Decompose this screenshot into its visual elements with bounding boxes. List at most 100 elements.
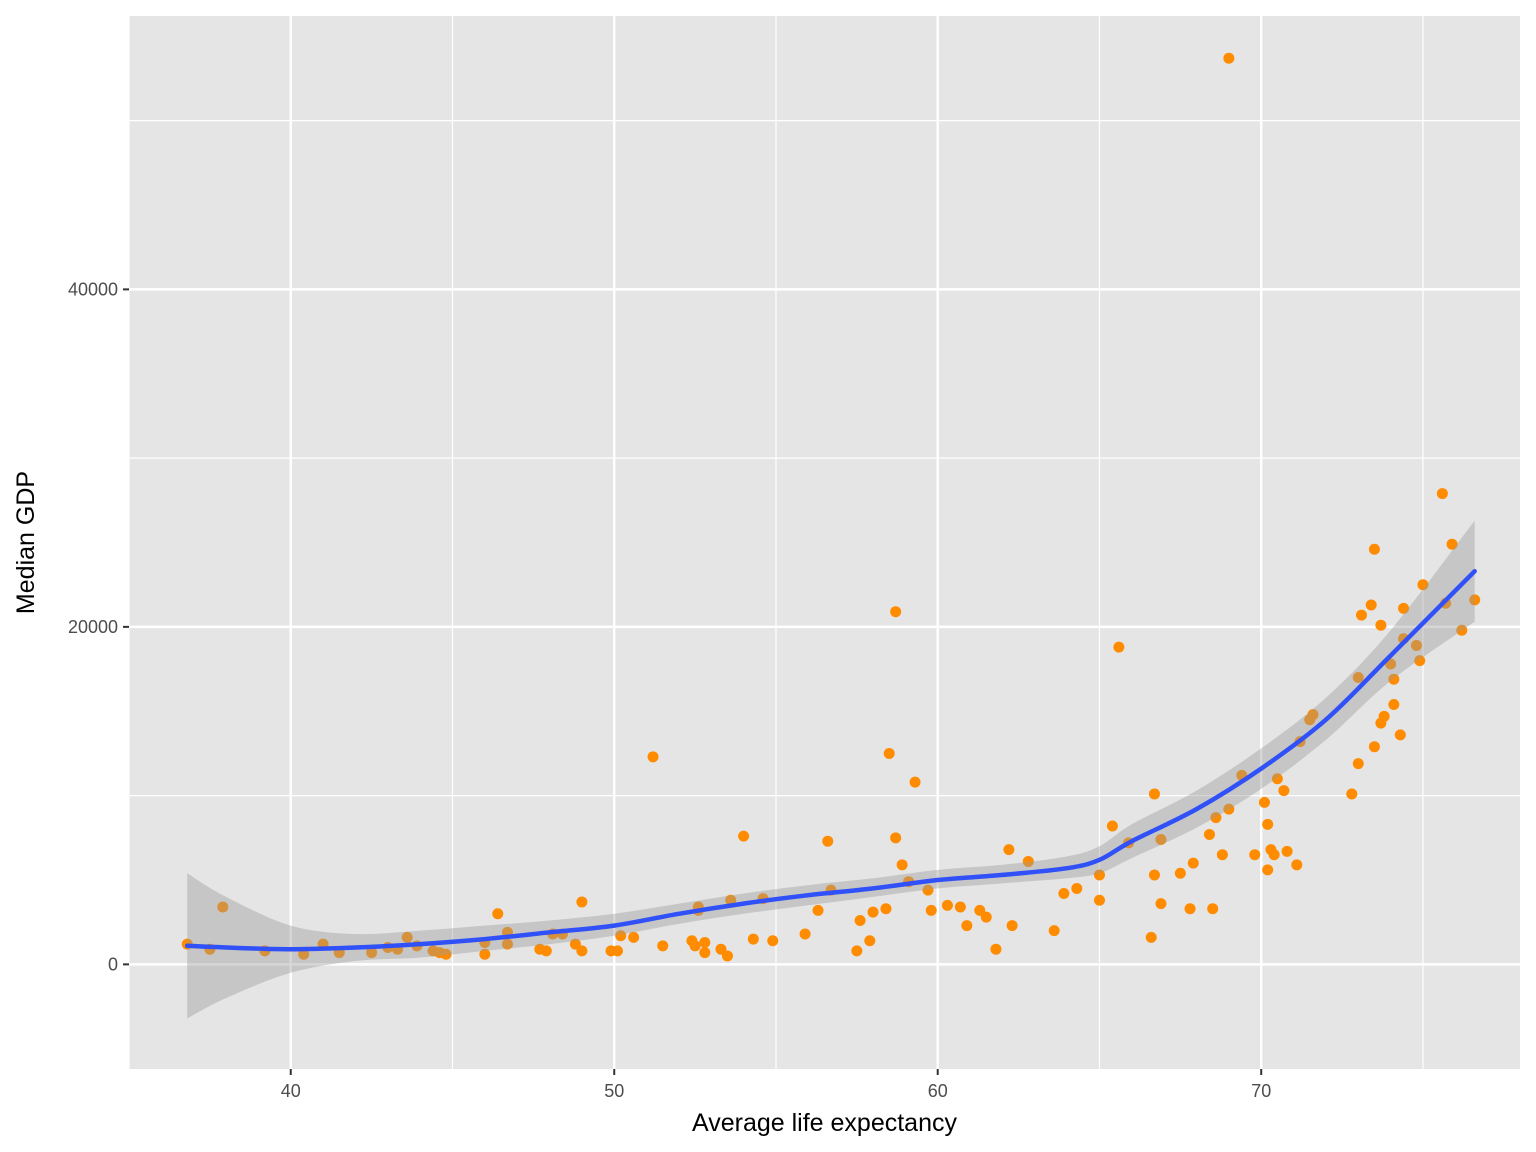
data-point	[217, 901, 229, 913]
data-point	[1446, 538, 1458, 550]
data-point	[1093, 869, 1105, 881]
data-point	[1346, 788, 1358, 800]
data-point	[647, 751, 659, 763]
data-point	[501, 938, 513, 950]
data-point	[954, 901, 966, 913]
data-point	[1148, 788, 1160, 800]
data-point	[864, 935, 876, 947]
data-point	[890, 606, 902, 618]
smooth-line	[184, 568, 1477, 952]
data-point	[1368, 543, 1380, 555]
data-point	[721, 950, 733, 962]
data-point	[738, 830, 750, 842]
data-point	[1268, 849, 1280, 861]
data-point	[699, 947, 711, 959]
data-point	[1113, 641, 1125, 653]
data-point	[1398, 602, 1410, 614]
data-point	[767, 935, 779, 947]
data-point	[1106, 820, 1118, 832]
y-axis-title: Median GDP	[12, 471, 40, 614]
x-axis-title: Average life expectancy	[692, 1109, 957, 1137]
data-point	[1352, 672, 1364, 683]
data-point	[1223, 52, 1235, 64]
data-point	[1003, 844, 1015, 856]
data-point	[822, 835, 834, 847]
data-point	[1410, 639, 1422, 651]
data-point	[479, 948, 491, 960]
data-point	[1145, 931, 1157, 943]
data-point	[492, 908, 504, 920]
data-point	[1048, 925, 1060, 937]
data-point	[1184, 903, 1196, 915]
data-point	[366, 947, 378, 959]
data-point	[1469, 594, 1481, 606]
data-point	[1388, 699, 1400, 710]
data-point	[867, 906, 879, 918]
data-point	[1281, 845, 1293, 857]
data-point	[1456, 624, 1468, 636]
data-point	[896, 859, 908, 871]
data-point	[1155, 898, 1167, 910]
data-point	[1375, 619, 1387, 631]
data-point	[854, 915, 866, 926]
data-point	[1148, 869, 1160, 881]
y-tick-label: 40000	[68, 279, 118, 299]
data-point	[1187, 857, 1199, 869]
scatter-points	[181, 52, 1481, 962]
data-point	[922, 884, 934, 896]
data-point	[1155, 834, 1167, 845]
data-point	[401, 931, 413, 943]
data-point	[799, 928, 811, 940]
data-point	[1093, 894, 1105, 906]
data-point	[1258, 796, 1270, 808]
plot-panel	[129, 16, 1520, 1069]
data-point	[1291, 859, 1303, 871]
data-point	[615, 930, 627, 942]
x-tick-label: 70	[1251, 1081, 1271, 1101]
data-point	[851, 945, 863, 957]
data-point	[540, 945, 552, 957]
data-point	[1414, 655, 1426, 667]
grid-minor	[128, 16, 1520, 1069]
grid-major	[129, 16, 1520, 1069]
data-point	[1278, 785, 1290, 797]
x-axis: 40 50 60 70	[281, 1069, 1271, 1101]
data-point	[298, 948, 310, 960]
data-point	[1210, 812, 1222, 824]
data-point	[1378, 710, 1390, 722]
data-point	[1262, 864, 1274, 876]
data-point	[1207, 903, 1219, 915]
data-point	[1203, 828, 1215, 840]
data-point	[909, 776, 921, 788]
data-point	[1249, 849, 1261, 861]
data-point	[980, 911, 992, 923]
data-point	[812, 904, 824, 916]
data-point	[1071, 882, 1083, 894]
data-point	[689, 940, 701, 952]
data-point	[1216, 849, 1228, 861]
y-tick-label: 0	[108, 954, 118, 974]
data-point	[1223, 803, 1235, 815]
data-point	[1058, 888, 1070, 899]
y-tick-label: 20000	[68, 617, 118, 637]
data-point	[747, 933, 759, 945]
data-point	[1365, 599, 1377, 611]
data-point	[890, 832, 902, 844]
data-point	[1352, 758, 1364, 770]
data-point	[699, 936, 711, 948]
data-point	[961, 920, 973, 932]
data-point	[576, 896, 588, 908]
data-point	[1368, 741, 1380, 753]
data-point	[1417, 579, 1429, 591]
data-point	[880, 903, 892, 915]
data-point	[941, 899, 953, 911]
data-point	[1388, 673, 1400, 685]
x-tick-label: 40	[281, 1081, 301, 1101]
data-point	[883, 747, 895, 759]
data-point	[925, 904, 937, 916]
data-point	[1307, 709, 1319, 721]
y-axis: 0 20000 40000	[68, 279, 129, 974]
x-tick-label: 50	[604, 1081, 624, 1101]
data-point	[440, 948, 452, 960]
data-point	[990, 943, 1002, 955]
